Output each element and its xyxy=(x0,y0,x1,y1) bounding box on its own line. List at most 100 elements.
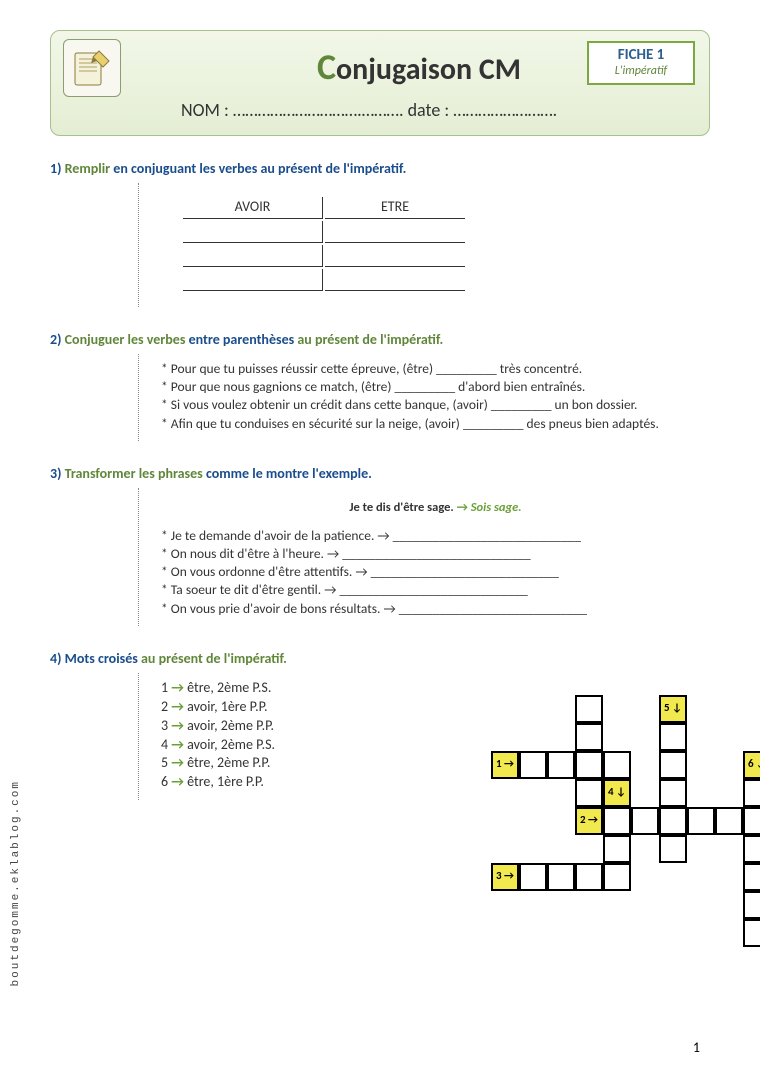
crossword-cell[interactable] xyxy=(519,863,547,891)
ex4-black: Mots croisés xyxy=(61,650,137,667)
arrow-icon: → xyxy=(171,773,184,790)
exercise-2-title: 2) Conjuguer les verbes entre parenthèse… xyxy=(50,331,710,348)
ex2-line: * Pour que nous gagnions ce match, (être… xyxy=(161,378,710,396)
ex1-rest: en conjuguant les verbes au présent de l… xyxy=(110,160,406,177)
ex3-green: Transformer les phrases xyxy=(61,465,202,482)
ex2-mid: entre parenthèses xyxy=(185,331,294,348)
table-row[interactable] xyxy=(325,221,465,243)
fiche-title: FICHE 1 xyxy=(603,46,679,64)
crossword-cell[interactable] xyxy=(631,807,659,835)
clue-text: avoir, 2ème P.S. xyxy=(187,736,275,753)
crossword-cell[interactable] xyxy=(547,863,575,891)
worksheet-header: Conjugaison CM NOM : ………………………….………. dat… xyxy=(50,30,710,136)
exercise-3: 3) Transformer les phrases comme le mont… xyxy=(50,465,710,626)
crossword-cell[interactable] xyxy=(743,891,760,919)
ex2-line: * Afin que tu conduises en sécurité sur … xyxy=(161,415,710,433)
exercise-3-body: Je te dis d'être sage. → Sois sage. * Je… xyxy=(138,488,710,626)
title-rest: onjugaison CM xyxy=(336,51,521,88)
table-row[interactable] xyxy=(325,245,465,267)
clue-text: avoir, 1ère P.P. xyxy=(187,698,267,715)
example-q: Je te dis d'être sage. xyxy=(349,500,453,515)
exercise-4-title: 4) Mots croisés au présent de l'impérati… xyxy=(50,650,710,667)
table-header-etre: ETRE xyxy=(325,197,465,219)
nom-date-line: NOM : ………………………….………. date : ……………………. xyxy=(141,99,697,121)
table-row[interactable] xyxy=(183,269,323,291)
crossword-cell[interactable] xyxy=(575,751,603,779)
table-row[interactable] xyxy=(325,269,465,291)
notebook-icon xyxy=(63,39,121,97)
crossword-cell[interactable] xyxy=(575,723,603,751)
page-number: 1 xyxy=(693,1039,700,1056)
crossword-label: 2 → xyxy=(575,807,603,835)
crossword-cell[interactable] xyxy=(603,751,631,779)
example-a: Sois sage xyxy=(471,500,519,515)
ex3-line: * On nous dit d'être à l'heure. → ______… xyxy=(161,545,710,563)
conjugation-table: AVOIRETRE xyxy=(181,195,467,293)
crossword-cell[interactable] xyxy=(743,835,760,863)
clue-text: être, 1ère P.P. xyxy=(187,773,264,790)
table-row[interactable] xyxy=(183,245,323,267)
crossword-cell[interactable] xyxy=(575,695,603,723)
crossword-cell[interactable] xyxy=(575,863,603,891)
ex2-line: * Si vous voulez obtenir un crédit dans … xyxy=(161,396,710,414)
exercise-4-body: 1 → être, 2ème P.S. 2 → avoir, 1ère P.P.… xyxy=(138,673,710,800)
ex2-num: 2) xyxy=(50,331,61,348)
ex2-g2: au présent de l'impératif. xyxy=(294,331,443,348)
ex1-num: 1) xyxy=(50,160,61,177)
crossword-label: 6 ↓ xyxy=(743,751,760,779)
crossword-cell[interactable] xyxy=(519,751,547,779)
crossword-cell[interactable] xyxy=(715,807,743,835)
ex4-num: 4) xyxy=(50,650,61,667)
fiche-badge: FICHE 1 L'impératif xyxy=(587,41,695,85)
crossword-cell[interactable] xyxy=(575,779,603,807)
arrow-icon: → xyxy=(171,754,184,771)
title-cap: C xyxy=(317,45,336,89)
clue-num: 3 xyxy=(161,717,168,734)
crossword-cell[interactable] xyxy=(603,835,631,863)
arrow-icon: → xyxy=(171,717,184,734)
crossword-cell[interactable] xyxy=(659,779,687,807)
exercise-3-title: 3) Transformer les phrases comme le mont… xyxy=(50,465,710,482)
crossword-cell[interactable] xyxy=(659,807,687,835)
crossword-label: 3 → xyxy=(491,863,519,891)
ex1-green: Remplir xyxy=(61,160,110,177)
table-row[interactable] xyxy=(183,221,323,243)
crossword-cell[interactable] xyxy=(743,919,760,947)
clue-num: 1 xyxy=(161,679,168,696)
crossword-cell[interactable] xyxy=(743,807,760,835)
exercise-2-body: * Pour que tu puisses réussir cette épre… xyxy=(138,354,710,441)
clue-num: 5 xyxy=(161,754,168,771)
exercise-2: 2) Conjuguer les verbes entre parenthèse… xyxy=(50,331,710,441)
exercise-1: 1) Remplir en conjuguant les verbes au p… xyxy=(50,160,710,307)
ex2-g1: Conjuguer les verbes xyxy=(61,331,185,348)
crossword-cell[interactable] xyxy=(743,779,760,807)
crossword-cell[interactable] xyxy=(687,807,715,835)
ex3-line: * Ta soeur te dit d'être gentil. → _____… xyxy=(161,581,710,599)
crossword-cell[interactable] xyxy=(659,835,687,863)
clue-num: 2 xyxy=(161,698,168,715)
source-credit: boutdegomme.eklablog.com xyxy=(10,780,22,986)
example-line: Je te dis d'être sage. → Sois sage. xyxy=(161,500,710,517)
ex3-rest: comme le montre l'exemple. xyxy=(203,465,372,482)
crossword-label: 5 ↓ xyxy=(659,695,687,723)
ex3-line: * On vous ordonne d'être attentifs. → __… xyxy=(161,563,710,581)
crossword-cell[interactable] xyxy=(603,863,631,891)
exercise-1-title: 1) Remplir en conjuguant les verbes au p… xyxy=(50,160,710,177)
crossword-cell[interactable] xyxy=(547,751,575,779)
clue-text: avoir, 2ème P.P. xyxy=(187,717,274,734)
clue-num: 4 xyxy=(161,736,168,753)
clue-text: être, 2ème P.S. xyxy=(187,679,271,696)
clue-text: être, 2ème P.P. xyxy=(187,754,270,771)
ex4-green: au présent de l'impératif. xyxy=(138,650,287,667)
crossword-cell[interactable] xyxy=(659,723,687,751)
crossword-cell[interactable] xyxy=(743,863,760,891)
ex3-line: * Je te demande d'avoir de la patience. … xyxy=(161,527,710,545)
ex3-line: * On vous prie d'avoir de bons résultats… xyxy=(161,600,710,618)
fiche-subtitle: L'impératif xyxy=(603,64,679,78)
arrow-icon: → xyxy=(171,698,184,715)
crossword-cell[interactable] xyxy=(603,807,631,835)
arrow-icon: → xyxy=(457,500,468,515)
crossword-label: 1 → xyxy=(491,751,519,779)
crossword-cell[interactable] xyxy=(659,751,687,779)
clue-num: 6 xyxy=(161,773,168,790)
